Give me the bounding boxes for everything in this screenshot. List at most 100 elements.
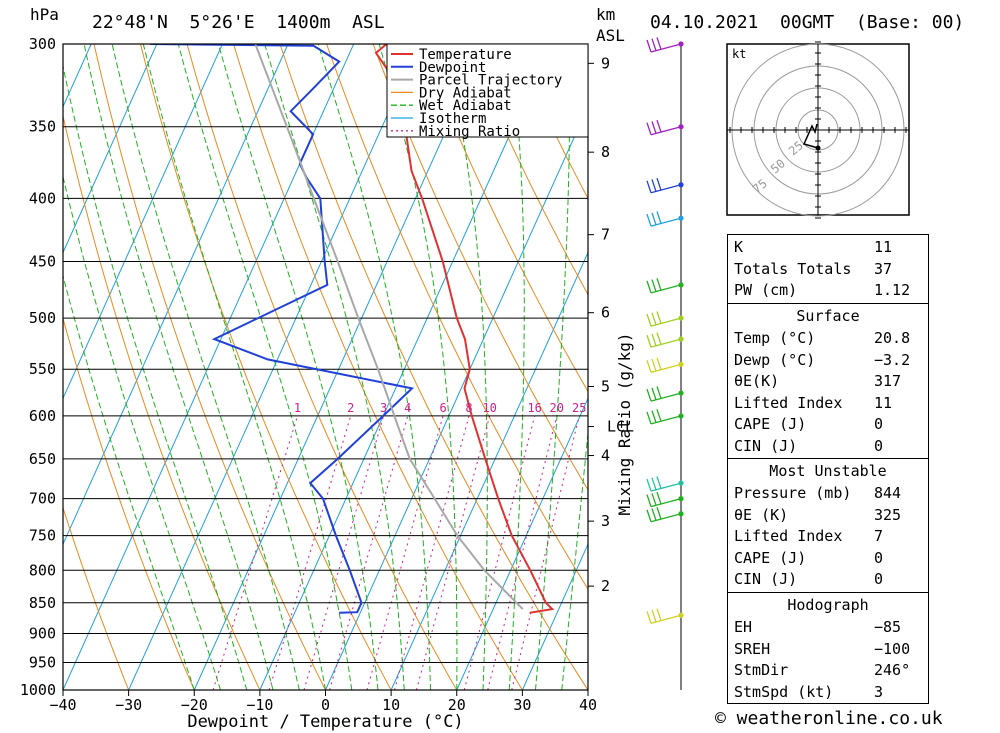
wind-barb-flag <box>646 39 652 53</box>
isotherm-line <box>128 44 420 690</box>
wind-barb-flag <box>656 608 662 621</box>
index-row: Pressure (mb) 844 <box>734 483 922 504</box>
mixing-ratio-label: 6 <box>439 401 446 415</box>
index-label: θE (K) <box>734 505 789 524</box>
dry-adiabat-line <box>978 44 1000 690</box>
hodograph-storm-dot <box>815 145 821 151</box>
index-row: CIN (J) 0 <box>734 436 922 457</box>
pressure-tick-label: 550 <box>29 360 56 378</box>
index-row: CAPE (J) 0 <box>734 414 922 435</box>
isotherm-line <box>193 44 486 690</box>
index-value: 317 <box>874 372 902 391</box>
temp-tick-label: −40 <box>49 696 76 714</box>
location-title: 22°48'N 5°26'E 1400m ASL <box>92 12 385 33</box>
mixing-ratio-line <box>212 415 299 690</box>
pressure-tick-label: 600 <box>29 407 56 425</box>
wind-barb-flag <box>656 386 662 399</box>
wind-barb-flag <box>651 333 657 347</box>
temp-tick-label: 40 <box>579 696 597 714</box>
wind-barb-flag <box>656 332 662 345</box>
wind-barb-flag <box>646 478 652 492</box>
legend-entry: Temperature <box>419 47 512 63</box>
wind-barb-flag <box>646 611 652 624</box>
dry-adiabat-line <box>465 44 588 296</box>
pressure-tick-label: 950 <box>29 653 56 671</box>
index-label: StmSpd (kt) <box>734 682 834 701</box>
wet-adiabat-line <box>444 44 488 690</box>
index-value: 7 <box>874 527 884 546</box>
mixing-ratio-label: 2 <box>347 401 354 415</box>
mixing-ratio-label: 8 <box>465 401 472 415</box>
index-label: K <box>734 238 744 256</box>
wet-adiabat-line <box>317 44 431 690</box>
index-row: SREH −100 <box>734 639 922 660</box>
wind-barb <box>646 278 684 294</box>
wind-barb-flag <box>646 388 652 402</box>
wind-barb-flag <box>656 37 662 50</box>
index-row: CIN (J) 0 <box>734 569 922 590</box>
index-value: 0 <box>874 570 884 589</box>
wind-barb-flag <box>651 312 657 325</box>
pressure-tick-label: 500 <box>29 309 56 327</box>
temp-tick-label: −10 <box>246 696 273 714</box>
index-label: EH <box>734 618 753 636</box>
wind-barb <box>646 506 684 523</box>
index-label: θE(K) <box>734 372 780 391</box>
isotherm-line <box>325 105 588 690</box>
index-value: 1.12 <box>874 281 911 300</box>
wind-barb-flag <box>646 213 652 227</box>
km-tick-label: 4 <box>601 447 610 465</box>
index-value: 37 <box>874 259 893 278</box>
wet-adiabat-line <box>535 44 571 690</box>
index-value: −85 <box>874 618 902 636</box>
wet-adiabat-line <box>561 428 588 690</box>
mixing-ratio-label: 10 <box>482 401 496 415</box>
pressure-tick-label: 350 <box>29 118 56 136</box>
wind-barb-flag <box>651 609 657 623</box>
footer-credit[interactable]: © weatheronline.co.uk <box>715 708 943 729</box>
index-row: K 11 <box>734 237 922 258</box>
index-label: Lifted Index <box>734 393 843 412</box>
general-indices-panel: K 11 Totals Totals 37 PW (cm) 1.12 <box>727 234 929 304</box>
hodograph-title: Hodograph <box>787 596 869 614</box>
legend-entry: Mixing Ratio <box>419 124 520 140</box>
wind-barb <box>646 311 684 327</box>
index-value: 11 <box>874 393 893 412</box>
index-label: CIN (J) <box>734 437 798 455</box>
temp-tick-label: −20 <box>181 696 208 714</box>
km-tick-label: 8 <box>601 143 610 161</box>
pressure-tick-label: 850 <box>29 594 56 612</box>
index-row: PW (cm) 1.12 <box>734 280 922 301</box>
pressure-tick-label: 800 <box>29 561 56 579</box>
run-datetime: 04.10.2021 00GMT (Base: 00) <box>650 12 965 33</box>
dry-adiabat-line <box>372 44 588 491</box>
wet-adiabat-line <box>508 44 525 690</box>
wet-adiabat-line <box>83 44 274 690</box>
isotherm-line <box>0 44 26 690</box>
hpa-axis-title: hPa <box>30 5 59 24</box>
legend-entry: Dry Adiabat <box>419 85 512 101</box>
mixing-ratio-label: 25 <box>572 401 586 415</box>
km-tick-label: 2 <box>601 577 610 595</box>
wind-barb <box>646 177 684 194</box>
wind-barb <box>646 211 684 227</box>
wind-barb-flag <box>656 409 662 422</box>
wind-barb-flag <box>651 387 657 400</box>
dry-adiabat-line <box>63 506 130 690</box>
index-row: θE(K) 317 <box>734 371 922 392</box>
wet-adiabat-line <box>378 44 458 690</box>
wind-barb-flag <box>651 410 657 423</box>
pressure-tick-label: 700 <box>29 490 56 508</box>
index-label: CAPE (J) <box>734 548 807 567</box>
isotherm-line <box>390 251 588 690</box>
hodograph-unit-label: kt <box>732 47 746 61</box>
mixing-ratio-axis-title: Mixing Ratio (g/kg) <box>615 332 634 515</box>
wind-barb-flag <box>656 311 662 324</box>
wind-barb <box>646 119 684 136</box>
isotherm-line <box>456 397 588 690</box>
index-label: CIN (J) <box>734 570 798 589</box>
wind-barb <box>646 386 684 402</box>
x-axis-title: Dewpoint / Temperature (°C) <box>187 712 463 732</box>
wind-barb-flag <box>651 38 657 51</box>
